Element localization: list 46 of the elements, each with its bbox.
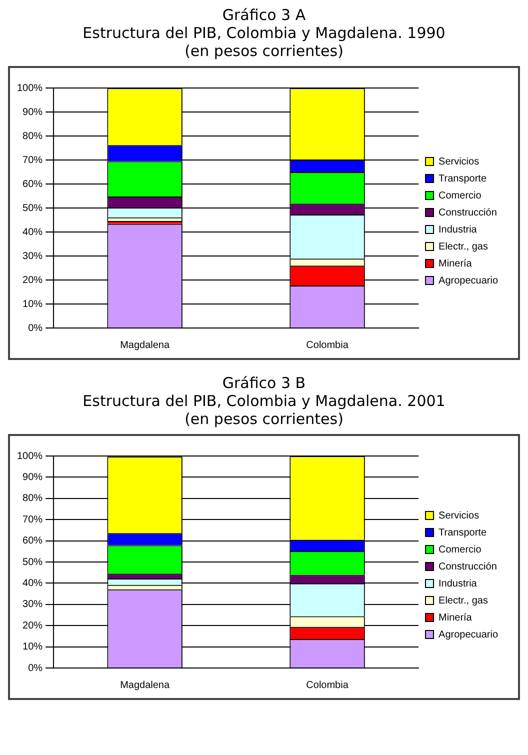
legend-label: Electr., gas: [438, 241, 488, 252]
chart-title: Gráfico 3 A: [221, 6, 307, 24]
legend-label: Transporte: [438, 527, 487, 538]
y-tick-label: 10%: [22, 298, 43, 310]
y-tick-label: 90%: [22, 472, 43, 483]
legend-label: Agropecuario: [438, 275, 498, 286]
legend-label: Comercio: [438, 544, 482, 556]
y-tick-label: 10%: [22, 642, 43, 653]
y-tick-label: 20%: [22, 274, 43, 286]
x-tick-label: Colombia: [306, 340, 349, 351]
x-tick-label: Magdalena: [120, 340, 170, 351]
x-tick-label: Magdalena: [120, 680, 170, 691]
chart-title: Gráfico 3 B: [221, 374, 307, 392]
y-tick-label: 40%: [22, 226, 43, 238]
y-tick-label: 30%: [22, 599, 43, 610]
legend-label: Servicios: [438, 156, 480, 168]
legend-label: Comercio: [438, 190, 482, 202]
y-tick-label: 80%: [22, 130, 43, 142]
chart-subtitle: Estructura del PIB, Colombia y Magdalena. 2001 (en pesos corrientes): [82, 392, 446, 428]
y-tick-label: 50%: [22, 202, 43, 214]
y-tick-label: 50%: [22, 556, 43, 568]
y-tick-label: 40%: [22, 578, 43, 589]
legend-label: Industria: [438, 578, 478, 590]
y-tick-label: 80%: [22, 493, 43, 504]
legend-label: Construcción: [438, 207, 497, 218]
legend-label: Electr., gas: [438, 595, 488, 606]
legend-label: Transporte: [438, 173, 487, 184]
y-tick-label: 100%: [17, 450, 43, 462]
y-tick-label: 70%: [22, 514, 43, 526]
legend-label: Construcción: [438, 561, 497, 572]
y-tick-label: 0%: [28, 662, 43, 674]
y-tick-label: 90%: [22, 106, 43, 118]
y-tick-label: 60%: [22, 178, 43, 190]
y-tick-label: 60%: [22, 536, 43, 547]
y-tick-label: 30%: [22, 250, 43, 262]
x-tick-label: Colombia: [306, 680, 349, 691]
legend-label: Servicios: [438, 510, 480, 522]
y-tick-label: 0%: [28, 322, 43, 334]
y-tick-label: 20%: [22, 620, 43, 632]
chart-subtitle: Estructura del PIB, Colombia y Magdalena. 1990 (en pesos corrientes): [82, 24, 446, 60]
y-tick-label: 100%: [17, 82, 43, 94]
legend-label: Minería: [438, 258, 472, 270]
legend-label: Industria: [438, 224, 478, 236]
legend-label: Minería: [438, 612, 472, 624]
legend-label: Agropecuario: [438, 629, 498, 640]
y-tick-label: 70%: [22, 154, 43, 166]
